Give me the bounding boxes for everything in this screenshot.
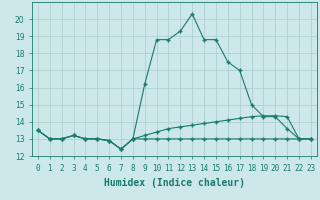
X-axis label: Humidex (Indice chaleur): Humidex (Indice chaleur): [104, 178, 245, 188]
